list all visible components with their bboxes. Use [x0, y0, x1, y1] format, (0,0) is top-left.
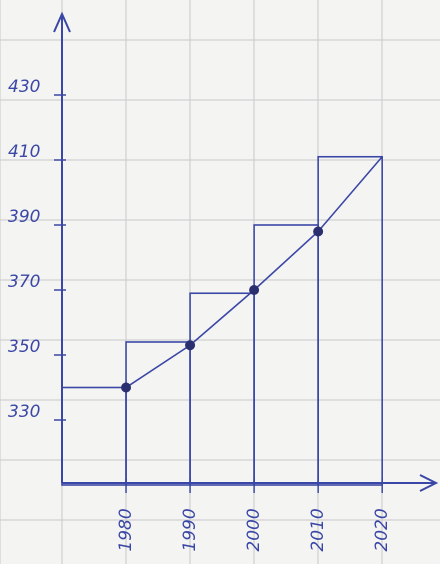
y-tick-label: 330	[8, 402, 40, 422]
y-tick-label: 370	[8, 272, 40, 292]
x-tick-label: 1990	[180, 508, 200, 551]
x-tick-label: 1980	[116, 508, 136, 551]
y-tick-label: 390	[8, 207, 40, 227]
point	[185, 340, 196, 351]
bar	[317, 155, 383, 486]
bar	[189, 292, 255, 486]
point	[249, 285, 260, 295]
point	[313, 226, 324, 237]
bar	[125, 341, 191, 486]
y-tick-label: 350	[8, 337, 40, 357]
bar	[61, 386, 127, 486]
axes	[53, 11, 439, 492]
point	[121, 382, 132, 393]
x-tick-label: 2010	[308, 508, 328, 551]
y-tick-label: 410	[8, 142, 40, 162]
x-tick-label: 2020	[372, 508, 392, 551]
x-tick-label: 2000	[244, 508, 264, 551]
y-tick-label: 430	[8, 77, 40, 97]
bar	[253, 224, 319, 486]
